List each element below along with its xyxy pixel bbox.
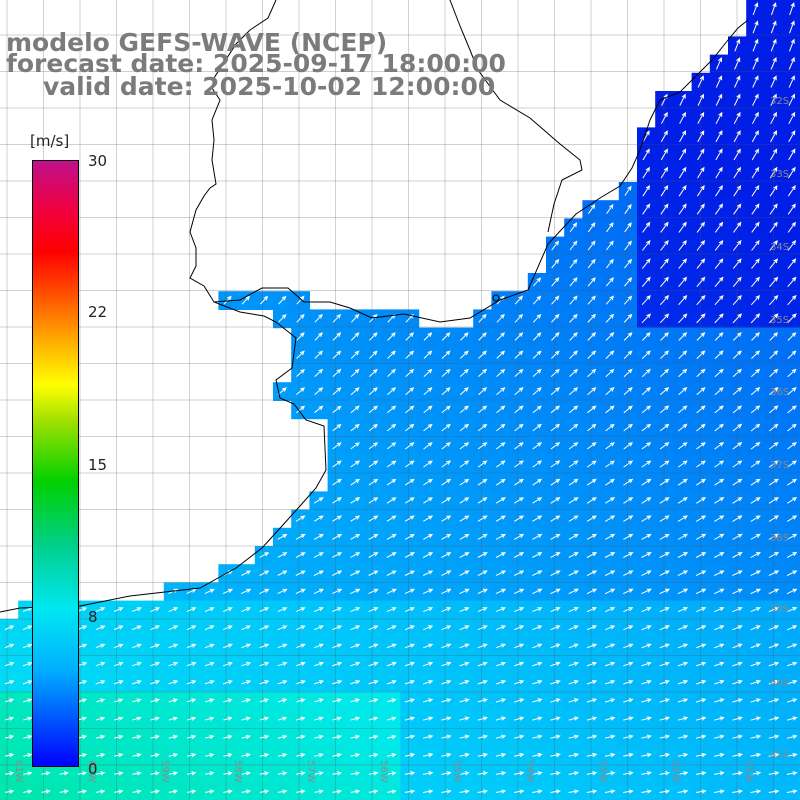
lat-label: 35S — [770, 315, 789, 326]
wind-arrows — [4, 2, 798, 794]
lat-label: 40S — [770, 678, 789, 689]
lon-label: 61W — [13, 760, 24, 783]
title-model: modelo GEFS-WAVE (NCEP) — [6, 28, 388, 57]
lon-label: 59W — [159, 760, 170, 783]
lon-label: 55W — [451, 760, 462, 783]
lat-label: 34S — [770, 242, 789, 253]
lat-label: 36S — [770, 387, 789, 398]
lon-label: 53W — [597, 760, 608, 783]
latitude-labels: 32S 33S 34S 35S 36S 37S 38S 39S 40S 41S — [770, 96, 789, 761]
lon-label: 57W — [305, 760, 316, 783]
colorbar-tick-0: 0 — [88, 760, 98, 778]
lon-label: 52W — [670, 760, 681, 783]
colorbar-tick-15: 15 — [88, 456, 108, 474]
lon-label: 54W — [524, 760, 535, 783]
title-forecast-date: forecast date: 2025-09-17 18:00:00 — [6, 49, 506, 78]
colorbar-tick-30: 30 — [88, 152, 108, 170]
colorbar-tick-22: 22 — [88, 303, 108, 321]
colorbar-unit: [m/s] — [30, 132, 70, 150]
lon-label: 60W — [86, 760, 97, 783]
coastline — [0, 0, 749, 613]
wind-vectors — [4, 2, 798, 794]
lon-label: 56W — [378, 760, 389, 783]
lon-label: 51W — [743, 760, 754, 783]
lat-label: 41S — [770, 750, 789, 761]
lon-label: 58W — [232, 760, 243, 783]
lagoon-outline — [492, 294, 500, 302]
lat-label: 39S — [770, 604, 789, 615]
title-valid-date: valid date: 2025-10-02 12:00:00 — [43, 72, 496, 101]
lat-label: 32S — [770, 96, 789, 107]
colorbar — [32, 160, 79, 767]
lat-label: 37S — [770, 460, 789, 471]
lat-label: 33S — [770, 169, 789, 180]
colorbar-tick-8: 8 — [88, 608, 98, 626]
longitude-labels: 61W 60W 59W 58W 57W 56W 55W 54W 53W 52W 51W — [13, 760, 754, 783]
lat-label: 38S — [770, 533, 789, 544]
